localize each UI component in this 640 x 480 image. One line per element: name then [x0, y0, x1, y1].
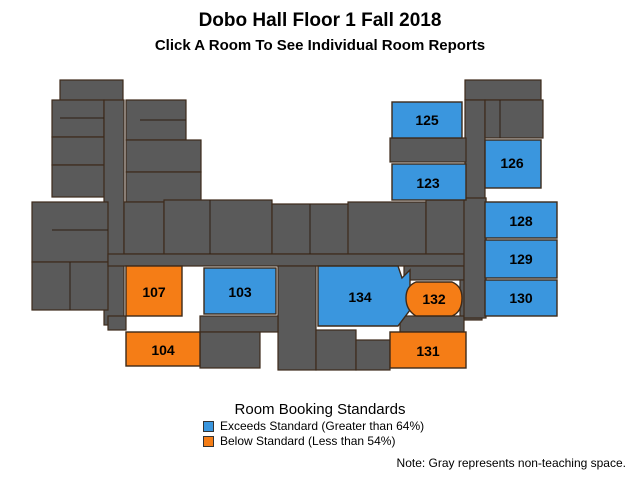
non-teaching-block — [107, 315, 127, 331]
legend-item-exceeds: Exceeds Standard (Greater than 64%) — [203, 419, 424, 433]
non-teaching-block — [51, 164, 109, 198]
non-teaching-block — [107, 253, 489, 267]
non-teaching-block — [347, 201, 427, 255]
non-teaching-block — [199, 315, 279, 333]
room-126-shape[interactable] — [484, 139, 542, 189]
legend-swatch-exceeds — [203, 420, 214, 432]
room-125[interactable]: 125 — [391, 101, 463, 139]
non-teaching-block — [399, 315, 465, 333]
room-134-shape[interactable] — [317, 265, 411, 327]
room-107[interactable]: 107 — [125, 265, 183, 317]
room-129[interactable]: 129 — [484, 239, 558, 279]
legend-label-below: Below Standard (Less than 54%) — [220, 434, 396, 448]
non-teaching-block — [464, 79, 542, 101]
room-125-shape[interactable] — [391, 101, 463, 139]
non-teaching-block — [125, 171, 202, 203]
page-subtitle: Click A Room To See Individual Room Repo… — [154, 37, 486, 54]
room-123[interactable]: 123 — [391, 163, 467, 201]
room-132[interactable]: 132 — [405, 281, 463, 317]
legend-swatch-below — [203, 435, 214, 447]
room-107-shape[interactable] — [125, 265, 183, 317]
non-teaching-block — [199, 331, 261, 369]
room-131-shape[interactable] — [389, 331, 467, 369]
room-103[interactable]: 103 — [203, 267, 277, 315]
non-teaching-block — [31, 201, 109, 263]
non-teaching-block — [484, 99, 544, 139]
legend-label-exceeds: Exceeds Standard (Greater than 64%) — [220, 419, 425, 433]
non-teaching-block — [315, 329, 357, 371]
non-teaching-block — [403, 265, 465, 281]
room-123-shape[interactable] — [391, 163, 467, 201]
non-teaching-block — [464, 99, 486, 201]
non-teaching-block — [389, 137, 467, 163]
non-teaching-block — [123, 201, 165, 255]
page-title: Dobo Hall Floor 1 Fall 2018 — [198, 10, 442, 31]
non-teaching-block — [125, 139, 202, 173]
room-132-shape[interactable] — [405, 281, 463, 317]
room-131[interactable]: 131 — [389, 331, 467, 369]
legend-title: Room Booking Standards — [234, 401, 406, 418]
room-103-shape[interactable] — [203, 267, 277, 315]
non-teaching-block — [163, 199, 273, 255]
non-teaching-block — [59, 79, 124, 103]
non-teaching-block — [271, 203, 353, 255]
room-130-shape[interactable] — [484, 279, 558, 317]
non-teaching-block — [463, 197, 487, 319]
non-teaching-space — [31, 79, 544, 371]
room-134[interactable]: 134 — [317, 265, 411, 327]
legend-item-below: Below Standard (Less than 54%) — [203, 434, 395, 448]
floor-plan-map: 125 126 123 128 129 130 107 103 134 132 … — [31, 79, 558, 371]
room-126[interactable]: 126 — [484, 139, 542, 189]
non-teaching-block — [51, 136, 109, 166]
room-104[interactable]: 104 — [125, 331, 201, 367]
room-130[interactable]: 130 — [484, 279, 558, 317]
room-128[interactable]: 128 — [484, 201, 558, 239]
non-teaching-block — [355, 339, 391, 371]
room-104-shape[interactable] — [125, 331, 201, 367]
footnote: Note: Gray represents non-teaching space… — [396, 456, 626, 470]
non-teaching-block — [277, 265, 317, 371]
room-128-shape[interactable] — [484, 201, 558, 239]
room-129-shape[interactable] — [484, 239, 558, 279]
